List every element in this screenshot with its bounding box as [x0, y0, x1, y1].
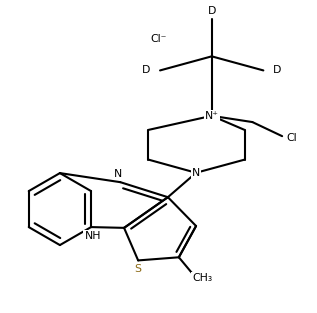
Text: Cl: Cl	[286, 133, 297, 143]
Text: NH: NH	[84, 232, 101, 241]
Text: CH₃: CH₃	[192, 273, 212, 283]
Text: S: S	[135, 264, 142, 274]
Text: Cl⁻: Cl⁻	[150, 34, 167, 44]
Text: D: D	[142, 65, 150, 75]
Text: N⁺: N⁺	[205, 111, 219, 121]
Text: D: D	[208, 6, 216, 16]
Text: N: N	[114, 169, 122, 179]
Text: D: D	[273, 65, 281, 75]
Text: N: N	[192, 168, 200, 178]
